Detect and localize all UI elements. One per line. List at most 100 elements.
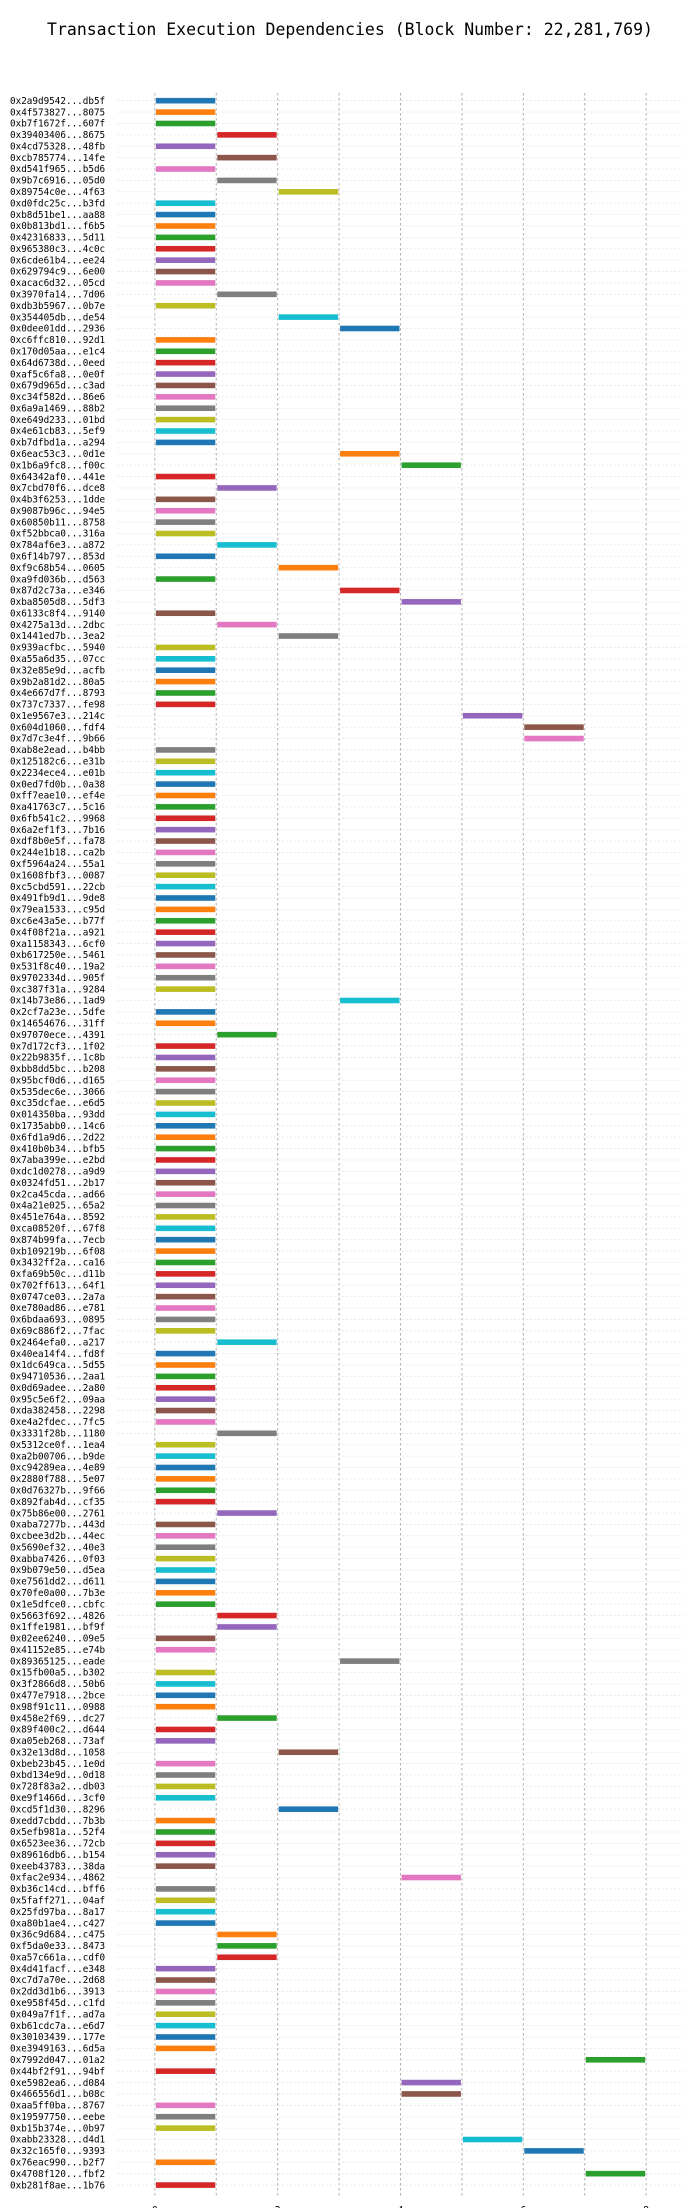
transaction-label: 0x1441ed7b...3ea2 bbox=[10, 631, 105, 642]
transaction-bar bbox=[585, 2170, 646, 2177]
transaction-label: 0x6cde61b4...ee24 bbox=[10, 255, 106, 266]
transaction-bar bbox=[217, 132, 277, 138]
transaction-bar bbox=[155, 1384, 216, 1391]
x-tick-label: 0 bbox=[152, 2205, 158, 2208]
transaction-label: 0x0ed7fd0b...0a38 bbox=[10, 779, 105, 790]
transaction-label: 0x64d6738d...0eed bbox=[10, 358, 105, 369]
transaction-bar bbox=[155, 1840, 216, 1847]
transaction-bar bbox=[155, 769, 216, 776]
transaction-bar bbox=[155, 337, 216, 343]
transaction-bar bbox=[155, 1453, 216, 1459]
transaction-label: 0x5312ce0f...1ea4 bbox=[10, 1440, 106, 1451]
transaction-label: 0x7aba399e...e2bd bbox=[10, 1155, 105, 1166]
transaction-bar bbox=[155, 667, 216, 673]
transaction-bar bbox=[155, 234, 216, 241]
transaction-label: 0x9087b96c...94e5 bbox=[10, 506, 105, 517]
transaction-label: 0x6a2ef1f3...7b16 bbox=[10, 825, 105, 836]
transaction-label: 0x1ffe1981...bf9f bbox=[10, 1622, 105, 1633]
transaction-bar bbox=[155, 245, 216, 252]
transaction-bar bbox=[155, 1977, 216, 1983]
transaction-bar bbox=[155, 2068, 216, 2074]
transaction-bar bbox=[217, 621, 277, 628]
transaction-bar bbox=[155, 1134, 216, 1140]
transaction-bar bbox=[155, 1328, 216, 1334]
transaction-label: 0xedd7cbdd...7b3b bbox=[10, 1816, 106, 1827]
transaction-bar bbox=[155, 1692, 216, 1699]
transaction-label: 0xa80b1ae4...c427 bbox=[10, 1918, 105, 1929]
transaction-label: 0x14b73e86...1ad9 bbox=[10, 996, 105, 1007]
transaction-label: 0xa55a6d35...07cc bbox=[10, 654, 105, 665]
transaction-label: 0x95c5e6f2...09aa bbox=[10, 1394, 105, 1405]
transaction-bar bbox=[155, 781, 216, 787]
transaction-bar bbox=[155, 2011, 216, 2018]
transaction-label: 0x76eac990...b2f7 bbox=[10, 2157, 105, 2168]
transaction-bar bbox=[155, 758, 216, 765]
transaction-label: 0xcb785774...14fe bbox=[10, 153, 106, 164]
transaction-label: 0xe958f45d...c1fd bbox=[10, 1998, 105, 2009]
x-tick-label: 6 bbox=[520, 2205, 526, 2208]
transaction-label: 0x5690ef32...40e3 bbox=[10, 1542, 105, 1553]
transaction-label: 0xc7d7a70e...2d68 bbox=[10, 1975, 105, 1986]
transaction-label: 0x874b99fa...7ecb bbox=[10, 1235, 106, 1246]
transaction-bar bbox=[155, 1681, 216, 1687]
transaction-bar bbox=[155, 1419, 216, 1425]
transaction-label: 0xb7f1672f...607f bbox=[10, 119, 105, 130]
transaction-label: 0x4d41facf...e348 bbox=[10, 1964, 105, 1975]
transaction-label: 0xdb3b5967...0b7e bbox=[10, 301, 106, 312]
transaction-bar bbox=[278, 633, 339, 639]
transaction-label: 0x702ff613...64f1 bbox=[10, 1280, 105, 1291]
transaction-bar bbox=[155, 1259, 216, 1266]
transaction-label: 0xe4a2fdec...7fc5 bbox=[10, 1417, 105, 1428]
transaction-bar bbox=[155, 530, 216, 537]
transaction-label: 0x4e61cb83...5ef9 bbox=[10, 426, 105, 437]
transaction-label: 0xa57c661a...cdf0 bbox=[10, 1952, 105, 1963]
transaction-label: 0x0d69adee...2a80 bbox=[10, 1383, 105, 1394]
transaction-label: 0x69c886f2...7fac bbox=[10, 1326, 105, 1337]
transaction-label: 0x30103439...177e bbox=[10, 2032, 106, 2043]
transaction-label: 0x6133c8f4...9140 bbox=[10, 608, 105, 619]
transaction-label: 0xbb8dd5bc...b208 bbox=[10, 1064, 105, 1075]
transaction-bar bbox=[155, 952, 216, 958]
transaction-bar bbox=[155, 496, 216, 503]
transaction-label: 0x354405db...de54 bbox=[10, 312, 106, 323]
transaction-bar bbox=[462, 712, 523, 719]
transaction-label: 0x4f573827...8075 bbox=[10, 107, 105, 118]
transaction-bar bbox=[155, 1100, 216, 1106]
transaction-label: 0x7d172cf3...1f02 bbox=[10, 1041, 105, 1052]
transaction-bar bbox=[155, 895, 216, 901]
transaction-bar bbox=[155, 359, 216, 366]
transaction-bar bbox=[155, 1578, 216, 1585]
transaction-label: 0xe3949163...6d5a bbox=[10, 2044, 105, 2055]
transaction-bar bbox=[155, 963, 216, 970]
transaction-label: 0x784af6e3...a872 bbox=[10, 540, 105, 551]
transaction-label: 0xca08520f...67f8 bbox=[10, 1224, 105, 1235]
transaction-label: 0xc6ffc810...92d1 bbox=[10, 335, 105, 346]
transaction-label: 0x0dee01dd...2936 bbox=[10, 324, 105, 335]
transaction-bar bbox=[155, 701, 216, 708]
transaction-bar bbox=[340, 587, 400, 594]
transaction-label: 0x9b7c6916...05d0 bbox=[10, 176, 105, 187]
transaction-bar bbox=[155, 656, 216, 662]
transaction-bar bbox=[155, 553, 216, 560]
transaction-bar bbox=[462, 2136, 523, 2143]
transaction-label: 0xb617250e...5461 bbox=[10, 950, 105, 961]
transaction-label: 0x97070ece...4391 bbox=[10, 1030, 105, 1041]
transaction-bar bbox=[155, 644, 216, 651]
transaction-bar bbox=[217, 291, 277, 298]
transaction-label: 0xb281f8ae...1b76 bbox=[10, 2180, 105, 2191]
transaction-label: 0x7cbd70f6...dce8 bbox=[10, 483, 105, 494]
transaction-bar bbox=[155, 1703, 216, 1710]
transaction-label: 0x1b6a9fc8...f00c bbox=[10, 460, 105, 471]
transaction-label: 0xbd134e9d...0d18 bbox=[10, 1770, 105, 1781]
transaction-label: 0x4cd75328...48fb bbox=[10, 141, 106, 152]
transaction-bar bbox=[155, 519, 216, 525]
transaction-bar bbox=[155, 1567, 216, 1573]
transaction-label: 0xfac2e934...4862 bbox=[10, 1873, 105, 1884]
transaction-bar bbox=[155, 1248, 216, 1254]
transaction-bar bbox=[155, 2102, 216, 2109]
transaction-label: 0x1735abb0...14c6 bbox=[10, 1121, 105, 1132]
transaction-label: 0xbeb23b45...1e0d bbox=[10, 1759, 105, 1770]
transaction-label: 0x25fd97ba...8a17 bbox=[10, 1907, 105, 1918]
transaction-bar bbox=[155, 1373, 216, 1380]
transaction-label: 0x477e7918...2bce bbox=[10, 1690, 106, 1701]
